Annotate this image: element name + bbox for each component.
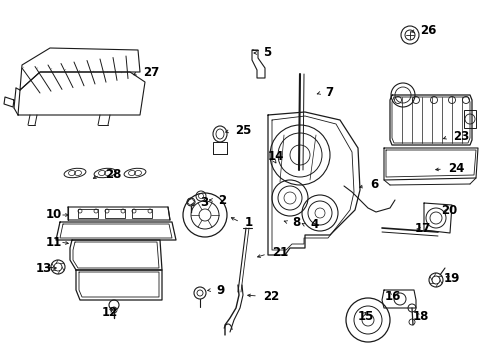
Text: 20: 20 <box>440 203 456 216</box>
Text: 2: 2 <box>218 194 225 207</box>
Text: 8: 8 <box>291 216 300 229</box>
Text: 15: 15 <box>357 310 374 323</box>
Bar <box>78 209 98 218</box>
Text: 25: 25 <box>235 123 251 136</box>
Text: 16: 16 <box>384 289 401 302</box>
Text: 21: 21 <box>271 247 287 260</box>
Text: 5: 5 <box>263 45 271 58</box>
Text: 23: 23 <box>452 130 468 143</box>
Text: 3: 3 <box>200 197 208 210</box>
Text: 12: 12 <box>102 306 118 320</box>
Text: 28: 28 <box>105 168 121 181</box>
Text: 17: 17 <box>414 221 430 234</box>
Text: 7: 7 <box>325 85 332 99</box>
Text: 22: 22 <box>263 289 279 302</box>
Text: 6: 6 <box>369 179 378 192</box>
Bar <box>132 209 152 218</box>
Text: 18: 18 <box>412 310 428 323</box>
Text: 26: 26 <box>419 23 435 36</box>
Bar <box>213 142 226 154</box>
Bar <box>463 110 475 128</box>
Text: 27: 27 <box>142 66 159 78</box>
Text: 24: 24 <box>447 162 464 175</box>
Text: 14: 14 <box>267 149 284 162</box>
Bar <box>105 209 125 218</box>
Text: 13: 13 <box>36 261 52 274</box>
Text: 9: 9 <box>216 284 224 297</box>
Text: 1: 1 <box>244 216 253 229</box>
Text: 4: 4 <box>309 219 318 231</box>
Text: 19: 19 <box>443 271 459 284</box>
Text: 10: 10 <box>46 207 62 220</box>
Text: 11: 11 <box>46 235 62 248</box>
